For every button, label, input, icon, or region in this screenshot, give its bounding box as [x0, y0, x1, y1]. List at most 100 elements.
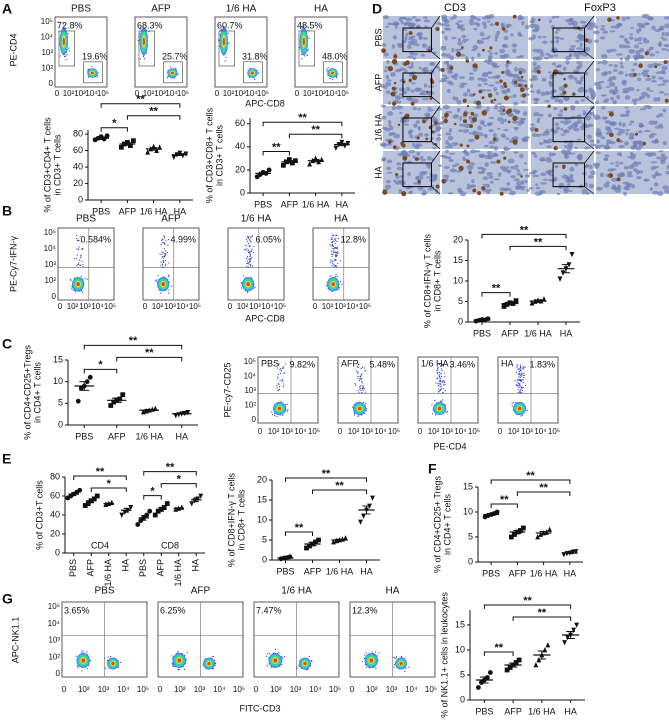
stained-cell — [503, 95, 509, 101]
data-point — [164, 501, 170, 506]
y-tick-label: 40 — [50, 509, 60, 519]
nucleus — [634, 161, 642, 165]
x-tick-label: HA — [560, 328, 573, 338]
event-dot — [143, 58, 145, 60]
stained-cell — [459, 143, 463, 147]
y-axis-label: in CD3+ T cells — [52, 134, 62, 195]
event-dot — [302, 25, 305, 27]
nucleus — [468, 93, 474, 97]
stained-cell — [455, 51, 462, 57]
data-point — [161, 505, 167, 510]
stained-cell — [481, 185, 486, 191]
stained-cell — [518, 70, 523, 75]
y-tick-label: 5 — [468, 531, 473, 541]
nucleus — [629, 132, 635, 138]
data-point — [171, 154, 177, 161]
nucleus — [476, 18, 481, 22]
significance-bracket — [288, 133, 343, 139]
nucleus — [642, 39, 650, 44]
nucleus — [412, 106, 418, 111]
event-dot — [77, 248, 79, 250]
flow-x-tick: 10² — [63, 89, 75, 98]
nucleus — [497, 117, 504, 122]
data-point — [547, 526, 553, 532]
data-point — [119, 512, 125, 518]
nucleus — [543, 56, 550, 60]
nucleus — [461, 34, 467, 39]
event-dot — [276, 415, 278, 418]
data-point — [189, 501, 195, 507]
nucleus — [440, 53, 448, 57]
event-dot — [516, 383, 518, 385]
inset-link — [584, 15, 595, 29]
nucleus — [388, 101, 392, 105]
nucleus — [490, 161, 497, 164]
nucleus — [554, 15, 560, 19]
event-dot — [97, 72, 99, 74]
nucleus — [440, 77, 448, 81]
density — [331, 282, 335, 287]
significance-label: ** — [335, 480, 344, 492]
nucleus — [512, 101, 519, 106]
gate-percent: 68.3% — [137, 20, 163, 30]
data-point — [286, 157, 292, 162]
nucleus — [586, 25, 594, 31]
event-dot — [249, 259, 251, 261]
nucleus — [462, 129, 469, 134]
nucleus — [446, 53, 451, 58]
event-dot — [270, 666, 272, 668]
event-dot — [300, 53, 303, 56]
nucleus — [528, 186, 534, 190]
nucleus — [447, 71, 454, 74]
significance-label: ** — [311, 124, 320, 136]
nucleus — [569, 105, 576, 110]
nucleus — [471, 56, 475, 62]
nucleus — [491, 152, 498, 158]
event-dot — [363, 401, 365, 403]
flow-x-tick: 10⁵ — [388, 427, 400, 436]
y-tick-label: 0 — [262, 554, 267, 564]
event-dot — [521, 373, 523, 375]
stained-cell — [503, 156, 507, 160]
nucleus — [446, 60, 450, 66]
nucleus — [591, 96, 595, 100]
event-dot — [440, 368, 442, 370]
density — [302, 37, 306, 46]
stained-cell — [430, 80, 435, 85]
nucleus — [467, 138, 475, 143]
nucleus — [419, 171, 426, 176]
flow-x-tick: 10⁴ — [534, 427, 547, 436]
nucleus — [469, 72, 474, 75]
event-dot — [520, 373, 522, 375]
flow-x-tick: 0 — [143, 302, 148, 311]
event-dot — [358, 391, 360, 393]
flow-y-tick: 0 — [56, 669, 61, 678]
significance-bracket — [83, 368, 118, 374]
event-dot — [378, 652, 380, 654]
nucleus — [588, 183, 595, 189]
nucleus — [625, 128, 630, 132]
y-tick-label: 15 — [463, 481, 473, 491]
nucleus — [516, 181, 523, 186]
nucleus — [391, 44, 396, 49]
nucleus — [448, 152, 456, 155]
nucleus — [612, 90, 616, 96]
nucleus — [459, 116, 463, 121]
nucleus — [386, 179, 391, 184]
nucleus — [537, 35, 542, 39]
nucleus — [468, 19, 474, 22]
event-dot — [436, 371, 438, 373]
panel-letter: D — [372, 1, 382, 17]
nucleus — [386, 166, 392, 171]
event-dot — [518, 373, 520, 375]
event-dot — [284, 656, 286, 658]
event-dot — [435, 382, 437, 384]
nucleus — [590, 170, 596, 176]
event-dot — [336, 263, 339, 265]
event-dot — [439, 400, 442, 402]
event-dot — [438, 384, 440, 387]
significance-label: ** — [272, 141, 281, 153]
gate-percent: 72.8% — [57, 20, 83, 30]
flow-x-tick: 10² — [366, 685, 378, 694]
event-dot — [167, 76, 169, 78]
